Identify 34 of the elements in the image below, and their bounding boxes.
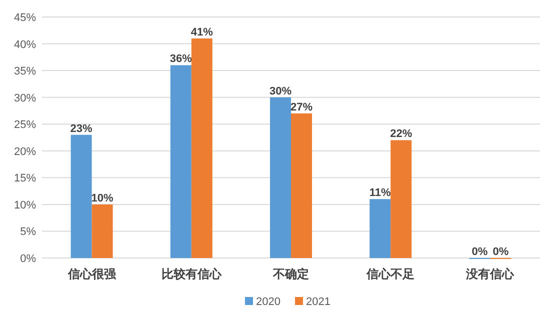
y-tick-label: 40% <box>14 38 36 51</box>
legend-label: 2021 <box>306 296 330 308</box>
y-tick-label: 45% <box>14 12 36 24</box>
bar <box>191 38 212 258</box>
data-label: 22% <box>390 128 412 140</box>
data-label: 0% <box>472 246 488 258</box>
data-label: 23% <box>70 122 93 135</box>
y-tick-label: 35% <box>14 66 36 78</box>
x-tick-label: 信心很强 <box>66 267 117 281</box>
x-tick-label: 信心不足 <box>366 267 415 281</box>
y-tick-label: 20% <box>14 146 36 158</box>
y-tick-label: 10% <box>14 199 36 212</box>
y-tick-label: 30% <box>14 92 36 104</box>
data-label: 0% <box>492 246 509 258</box>
bar <box>70 134 92 258</box>
x-tick-label: 没有信心 <box>465 267 516 281</box>
bar <box>390 140 412 258</box>
data-label: 36% <box>170 53 192 66</box>
data-label: 10% <box>91 192 114 204</box>
data-label: 30% <box>269 85 292 98</box>
x-tick-label: 比较有信心 <box>161 267 222 281</box>
data-label: 41% <box>190 26 214 38</box>
y-tick-label: 5% <box>20 226 36 238</box>
data-label: 11% <box>369 187 392 200</box>
bar <box>270 97 291 258</box>
legend-label: 2020 <box>256 296 280 308</box>
y-tick-label: 15% <box>14 172 36 185</box>
bar <box>92 204 113 258</box>
x-tick-label: 不确定 <box>272 267 309 281</box>
y-tick-label: 0% <box>20 253 36 265</box>
y-tick-label: 25% <box>14 119 36 132</box>
bar <box>170 65 192 258</box>
bar <box>291 113 312 258</box>
bar <box>370 199 391 258</box>
